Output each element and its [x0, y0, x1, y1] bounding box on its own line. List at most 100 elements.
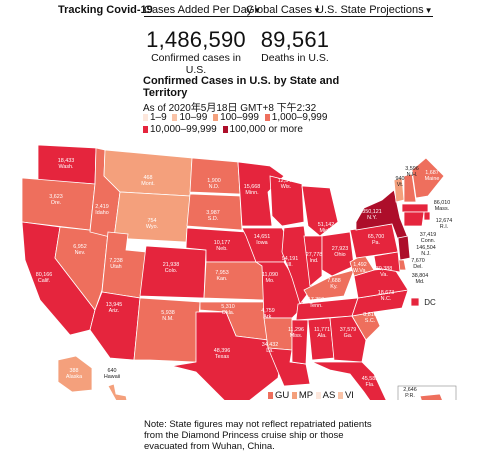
- dc-marker: [410, 297, 420, 307]
- label-mass: 86,010 Mass.: [434, 200, 451, 212]
- label-md: 38,804 Md.: [412, 273, 429, 285]
- label-okla: 5,310 Okla.: [221, 304, 235, 316]
- legend-swatch: [143, 114, 148, 121]
- label-wva: 1,492 W.Va.: [353, 262, 367, 274]
- label-va: 30,388 Va.: [376, 266, 393, 278]
- deaths-label: Deaths in U.S.: [261, 52, 329, 64]
- state-hawaii: [107, 383, 128, 400]
- tab-global-cases[interactable]: Global Cases▼: [246, 4, 321, 17]
- label-nh: 3,596 N.H.: [405, 166, 419, 178]
- legend-swatch: [213, 114, 219, 121]
- tab-cases-added-per-day[interactable]: Cases Added Per Day▼: [144, 4, 262, 17]
- label-ohio: 27,923 Ohio: [332, 246, 349, 258]
- legend-item: 100,000 or more: [222, 124, 303, 135]
- label-sc: 8,816 S.C.: [363, 312, 377, 324]
- state-ala: [307, 317, 335, 361]
- state-labels: 18,433 Wash. 3,623 Ore. 80,166 Calif. 6,952…: [36, 158, 453, 399]
- label-iowa: 14,651 Iowa: [254, 234, 271, 246]
- label-ark: 4,759 Ark.: [261, 308, 275, 320]
- legend-row-2: 10,000–99,999 100,000 or more: [143, 124, 303, 135]
- label-ala: 11,771 Ala.: [314, 327, 330, 339]
- footnote: Note: State figures may not reflect repa…: [144, 419, 372, 452]
- label-ariz: 13,945 Ariz.: [106, 302, 123, 314]
- chevron-down-icon: ▼: [424, 6, 433, 15]
- label-alaska: 388 Alaska: [66, 368, 82, 380]
- legend-swatch: [315, 392, 321, 399]
- label-texas: 48,396 Texas: [214, 348, 231, 360]
- label-colo: 21,938 Colo.: [163, 262, 180, 274]
- label-nc: 18,673 N.C.: [378, 290, 395, 302]
- state-nj: [397, 235, 411, 261]
- legend-swatch: [291, 392, 297, 399]
- label-mont: 468 Mont.: [141, 175, 154, 187]
- label-wis: 12,543 Wis.: [278, 178, 295, 190]
- chevron-down-icon: ▼: [253, 6, 262, 15]
- label-ind: 27,778 Ind.: [306, 252, 323, 264]
- state-texas: [171, 311, 283, 400]
- label-fla: 45,588 Fla.: [362, 376, 379, 388]
- label-idaho: 2,419 Idaho: [95, 204, 109, 216]
- label-minn: 15,668 Minn.: [244, 184, 261, 196]
- label-utah: 7,238 Utah: [109, 258, 123, 270]
- state-ri: [423, 211, 431, 221]
- territory-mp: MP: [291, 390, 313, 401]
- label-pa: 65,700 Pa.: [368, 234, 385, 246]
- label-nev: 6,952 Nev.: [73, 244, 87, 256]
- state-nm: [133, 297, 201, 363]
- legend-item: 1,000–9,999: [264, 112, 327, 123]
- label-vt: 940 Vt.: [396, 176, 405, 188]
- territory-as: AS: [315, 390, 335, 401]
- label-calif: 80,166 Calif.: [36, 272, 53, 284]
- state-md: [373, 251, 401, 273]
- legend-item: 1–9: [143, 112, 167, 123]
- label-sd: 3,987 S.D.: [206, 210, 220, 222]
- label-la: 34,432 La.: [262, 342, 279, 354]
- state-sd: [186, 193, 243, 231]
- label-pr: 2,646 P.R.: [403, 387, 417, 399]
- state-ohio: [321, 231, 355, 277]
- legend-row-1: 1–9 10–99 100–999 1,000–9,999: [143, 112, 327, 123]
- state-shapes: [21, 144, 445, 400]
- label-hawaii: 640 Hawaii: [104, 368, 120, 380]
- label-ky: 7,688 Ky.: [327, 278, 341, 290]
- label-dc: DC: [424, 298, 436, 307]
- tab-us-state-projections[interactable]: U.S. State Projections▼: [316, 4, 433, 17]
- label-miss: 11,296 Miss.: [288, 327, 304, 339]
- deaths-count: 89,561: [260, 27, 330, 52]
- legend-item: 100–999: [213, 112, 259, 123]
- state-pr: [419, 393, 443, 400]
- territories-legend: GU MP AS VI: [268, 390, 354, 401]
- legend-swatch: [222, 126, 228, 133]
- label-wyo: 754 Wyo.: [146, 218, 158, 230]
- state-maine: [411, 157, 445, 199]
- label-del: 7,670 Del.: [411, 258, 425, 270]
- label-nj: 146,504 N.J.: [416, 245, 436, 257]
- label-ri: 12,674 R.I.: [436, 218, 453, 230]
- state-mont: [103, 149, 193, 197]
- label-ore: 3,623 Ore.: [49, 194, 63, 206]
- state-utah: [101, 231, 147, 299]
- label-tenn: 17,359 Tenn.: [308, 297, 325, 309]
- brand-title: Tracking Covid-19: [58, 4, 153, 16]
- state-ind: [303, 235, 323, 287]
- map-title: Confirmed Cases in U.S. by State and Ter…: [143, 75, 340, 99]
- territory-gu: GU: [268, 390, 289, 401]
- label-conn: 37,419 Conn.: [420, 232, 437, 244]
- pr-inset-frame: [397, 385, 457, 400]
- state-mich: [301, 185, 339, 237]
- state-conn: [403, 211, 425, 227]
- confirmed-count: 1,486,590: [146, 27, 246, 52]
- label-wash: 18,433 Wash.: [58, 158, 75, 170]
- label-kan: 7,953 Kan.: [215, 270, 229, 282]
- label-ill: 94,191 Ill.: [282, 256, 299, 268]
- chevron-down-icon: ▼: [313, 6, 321, 15]
- legend-item: 10,000–99,999: [143, 124, 217, 135]
- confirmed-stat: 1,486,590 Confirmed cases in U.S.: [146, 27, 246, 77]
- label-maine: 1,687 Maine: [425, 170, 440, 182]
- label-nm: 5,938 N.M.: [161, 310, 175, 322]
- legend-item: 10–99: [172, 112, 207, 123]
- state-mass: [401, 203, 429, 213]
- state-ky: [303, 269, 355, 301]
- legend-swatch: [268, 392, 273, 399]
- state-fla: [311, 361, 387, 400]
